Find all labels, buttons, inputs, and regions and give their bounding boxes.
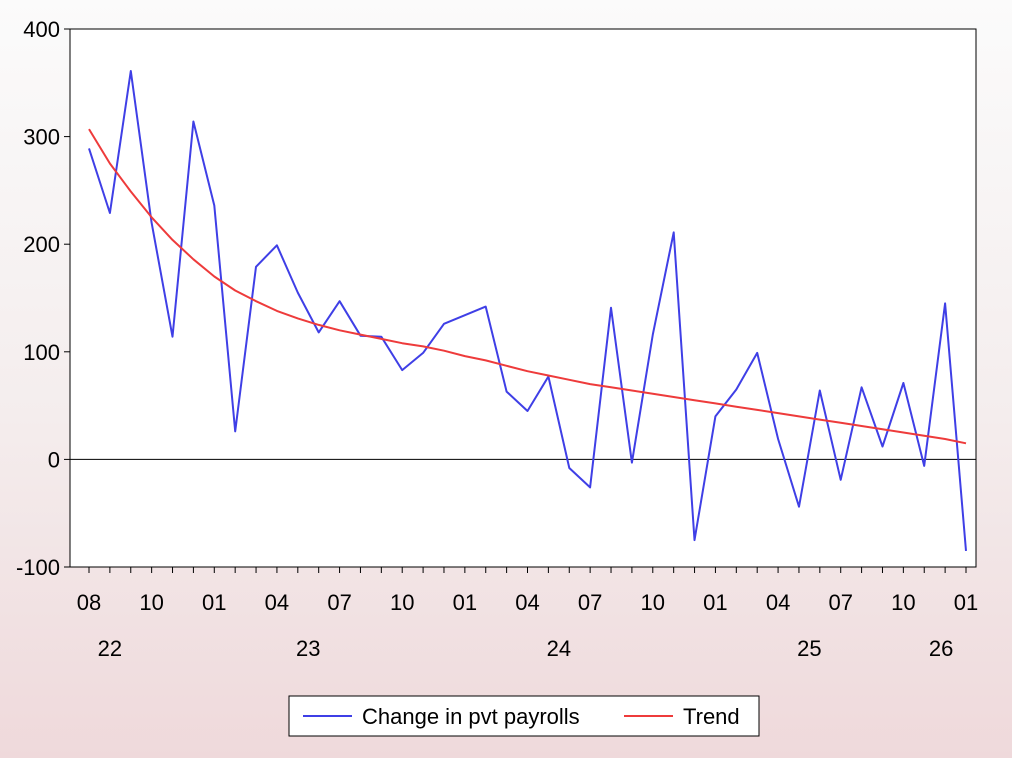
y-tick-label: 200 <box>23 232 60 257</box>
series-line-trend <box>88 128 967 445</box>
x-month-label: 07 <box>578 590 602 615</box>
x-month-label: 10 <box>139 590 163 615</box>
y-axis: -100 0 100 200 300 400 <box>16 17 70 580</box>
plot-area <box>69 28 977 568</box>
legend-label-payrolls: Change in pvt payrolls <box>362 704 580 729</box>
x-month-label: 07 <box>828 590 852 615</box>
x-month-label: 04 <box>265 590 289 615</box>
x-month-label: 01 <box>954 590 978 615</box>
x-year-label: 22 <box>98 636 122 661</box>
series-layer <box>88 70 967 551</box>
y-tick-label: 400 <box>23 17 60 42</box>
x-year-label: 25 <box>797 636 821 661</box>
y-tick-label: 100 <box>23 340 60 365</box>
x-year-label: 26 <box>929 636 953 661</box>
x-month-label: 04 <box>515 590 539 615</box>
legend: Change in pvt payrolls Trend <box>288 695 760 737</box>
x-axis: 08 10 01 04 07 10 01 04 07 10 01 04 07 10 01 22 23 24 25 26 <box>77 567 978 661</box>
x-month-label: 04 <box>766 590 790 615</box>
y-tick-label: 300 <box>23 125 60 150</box>
series-line-payrolls <box>88 70 967 551</box>
x-month-label: 07 <box>327 590 351 615</box>
legend-box <box>288 695 760 737</box>
x-month-label: 08 <box>77 590 101 615</box>
y-tick-label: 0 <box>48 447 60 472</box>
x-month-label: 01 <box>703 590 727 615</box>
x-month-label: 10 <box>390 590 414 615</box>
y-tick-label: -100 <box>16 555 60 580</box>
legend-label-trend: Trend <box>683 704 740 729</box>
x-month-label: 01 <box>453 590 477 615</box>
x-month-label: 01 <box>202 590 226 615</box>
x-month-label: 10 <box>891 590 915 615</box>
x-month-label: 10 <box>641 590 665 615</box>
x-year-label: 24 <box>547 636 571 661</box>
x-year-label: 23 <box>296 636 320 661</box>
